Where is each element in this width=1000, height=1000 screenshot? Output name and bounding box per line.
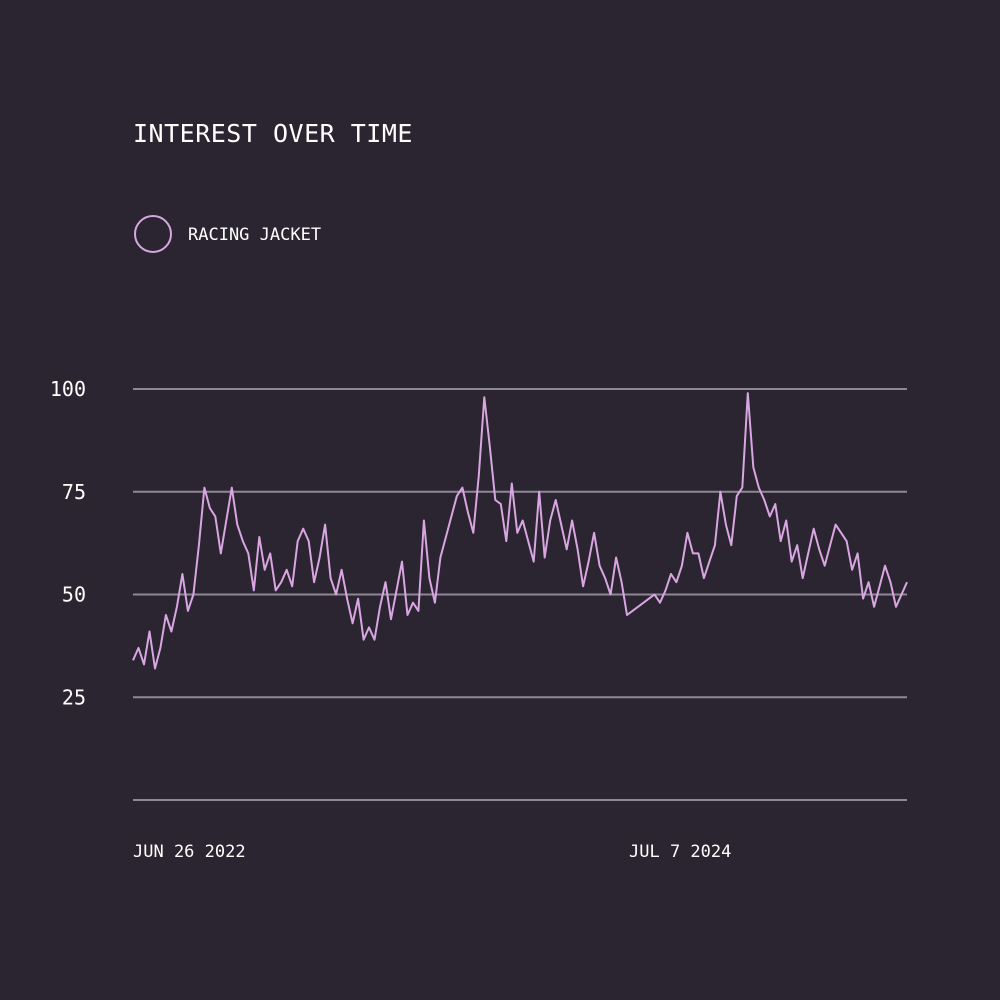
x-label-middle: JUL 7 2024 (629, 842, 731, 862)
y-tick-label-75: 75 (62, 480, 86, 504)
series-line-racing-jacket (132, 392, 908, 670)
x-axis-labels: JUN 26 2022 JUL 7 2024 (133, 842, 731, 862)
y-tick-label-100: 100 (50, 377, 86, 401)
legend-label: RACING JACKET (188, 225, 321, 245)
y-axis-ticks: 25 50 75 100 (50, 377, 86, 709)
chart-title: INTEREST OVER TIME (133, 119, 413, 148)
y-grid (133, 388, 907, 699)
y-tick-label-50: 50 (62, 583, 86, 607)
legend-circle-icon (134, 215, 172, 253)
legend: RACING JACKET (134, 215, 321, 253)
y-tick-label-25: 25 (62, 685, 86, 709)
x-label-start: JUN 26 2022 (133, 842, 246, 862)
